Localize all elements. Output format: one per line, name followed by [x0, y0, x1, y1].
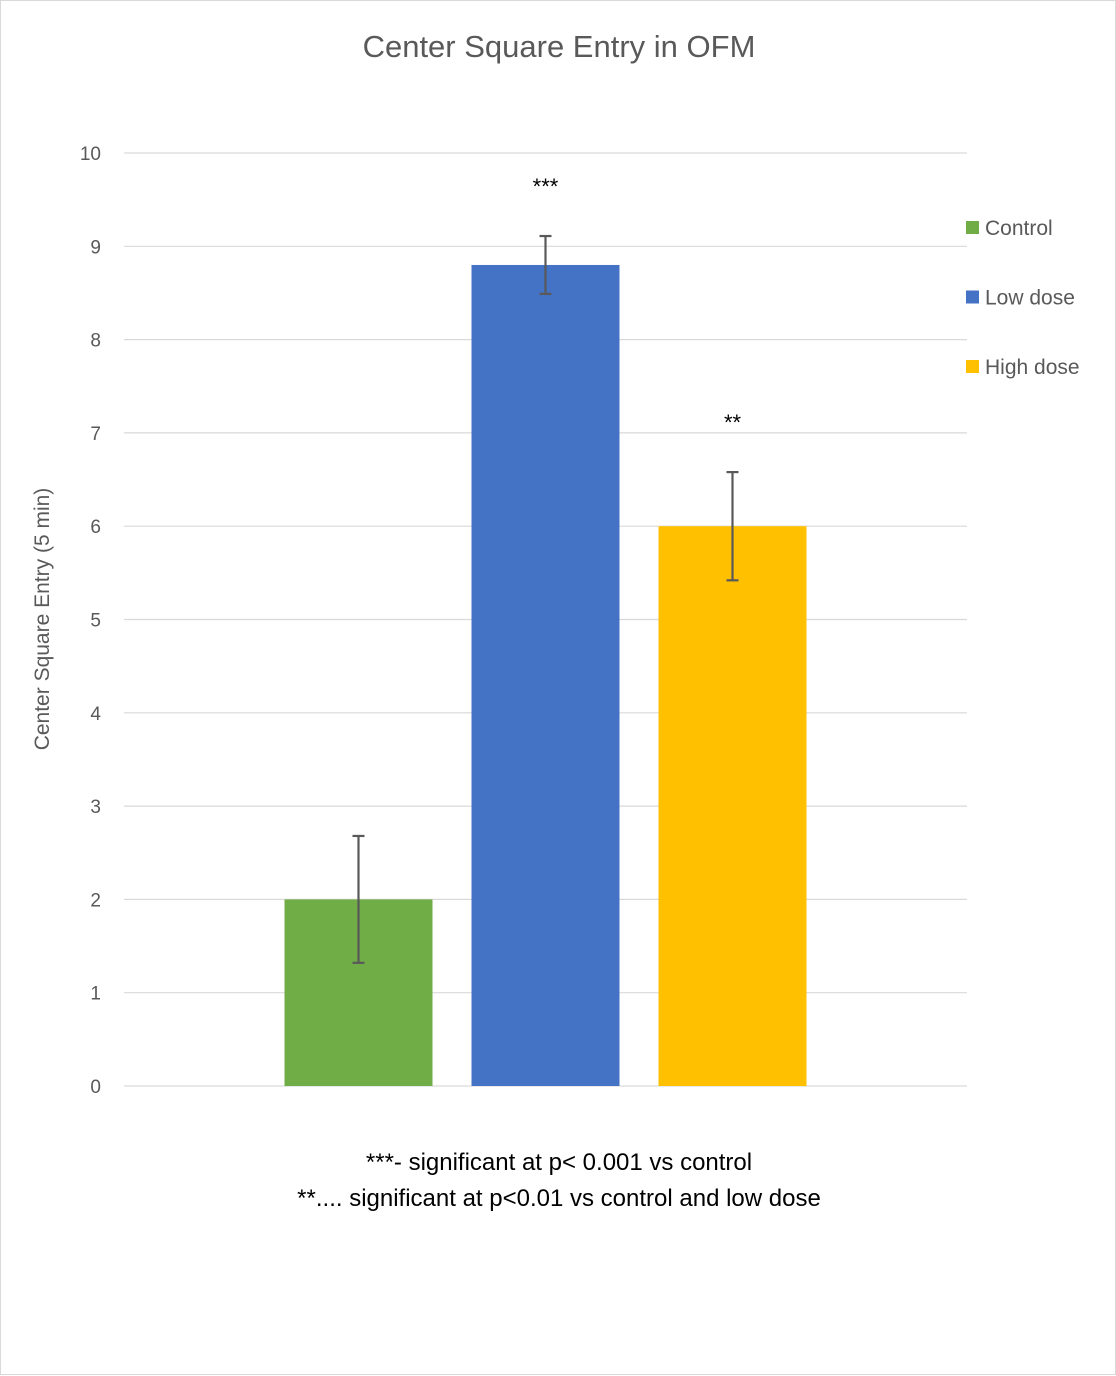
y-tick-label: 10: [80, 144, 101, 165]
y-axis-ticks: 0 1 2 3 4 5 6 7 8 9 10: [80, 144, 102, 1098]
significance-note-1: ***- significant at p< 0.001 vs control: [366, 1149, 752, 1176]
y-tick-label: 6: [90, 517, 101, 538]
y-tick-label: 2: [90, 890, 101, 911]
bars: *****: [284, 174, 807, 1087]
significance-note-2: **.... significant at p<0.01 vs control …: [297, 1185, 821, 1212]
y-tick-label: 9: [90, 237, 101, 258]
legend-swatch: [966, 360, 979, 373]
legend-label: Control: [985, 217, 1053, 240]
y-tick-label: 3: [90, 797, 101, 818]
legend: Control Low dose High dose: [966, 217, 1080, 379]
y-tick-label: 4: [90, 704, 101, 725]
y-tick-label: 5: [90, 611, 101, 632]
chart-title: Center Square Entry in OFM: [363, 29, 756, 64]
legend-swatch: [966, 221, 979, 234]
y-tick-label: 8: [90, 331, 101, 352]
y-tick-label: 7: [90, 424, 101, 445]
bar-low-dose: [471, 264, 620, 1087]
y-tick-label: 0: [90, 1077, 101, 1098]
y-axis-label: Center Square Entry (5 min): [31, 488, 54, 751]
significance-marker: ***: [533, 174, 559, 199]
bar-high-dose: [658, 526, 807, 1086]
legend-swatch: [966, 290, 979, 304]
y-tick-label: 1: [90, 984, 101, 1005]
legend-label: Low dose: [985, 287, 1075, 310]
legend-label: High dose: [985, 356, 1080, 379]
significance-marker: **: [724, 410, 742, 435]
